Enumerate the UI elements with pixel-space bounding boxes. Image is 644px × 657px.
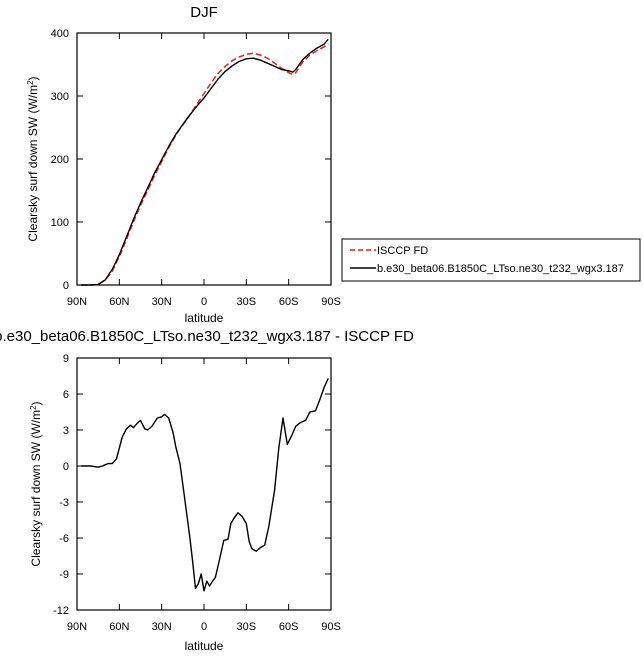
top-y-tick-label: 100 xyxy=(51,217,69,229)
bottom-x-tick-label: 90N xyxy=(67,621,87,633)
top-y-tick-label: 300 xyxy=(51,91,69,103)
legend-label-isccp: ISCCP FD xyxy=(377,245,428,257)
top-chart-frame xyxy=(76,32,332,286)
top-chart-series xyxy=(81,38,329,286)
bottom-y-tick-label: -12 xyxy=(53,605,69,617)
top-chart-y-axis: 0 100 200 300 400 xyxy=(51,28,331,292)
bottom-chart-y-axis-label: Clearsky surf down SW (W/m2) xyxy=(29,401,44,566)
top-y-tick-label: 400 xyxy=(51,28,69,40)
bottom-x-tick-label: 60N xyxy=(109,621,129,633)
bottom-chart-x-axis: 90N 60N 30N 0 30S 60S 90S xyxy=(67,358,341,633)
top-x-tick-label: 60N xyxy=(109,296,129,308)
top-chart-x-axis: 90N 60N 30N 0 30S 60S 90S xyxy=(67,33,341,308)
bottom-chart-x-axis-label: latitude xyxy=(185,639,224,653)
bottom-y-tick-label: 9 xyxy=(63,353,69,365)
top-x-tick-label: 90N xyxy=(67,296,87,308)
bottom-series-line-0 xyxy=(81,378,329,592)
bottom-y-tick-label: -6 xyxy=(59,533,69,545)
bottom-y-tick-label: -9 xyxy=(59,569,69,581)
top-y-tick-label: 0 xyxy=(63,280,69,292)
top-x-tick-label: 60S xyxy=(279,296,299,308)
bottom-chart-y-axis: -12 -9 -6 -3 0 3 6 9 xyxy=(53,353,331,617)
bottom-chart-series xyxy=(81,378,329,592)
bottom-x-tick-label: 60S xyxy=(279,621,299,633)
top-x-tick-label: 90S xyxy=(321,296,341,308)
legend-box xyxy=(341,238,641,282)
top-chart-y-axis-label: Clearsky surf down SW (W/m2) xyxy=(26,76,41,241)
bottom-x-tick-label: 0 xyxy=(201,621,207,633)
top-x-tick-label: 30N xyxy=(152,296,172,308)
top-series-line-0 xyxy=(81,43,329,286)
top-chart-title: DJF xyxy=(190,4,218,21)
bottom-y-tick-label: 3 xyxy=(63,425,69,437)
bottom-x-tick-label: 30N xyxy=(152,621,172,633)
bottom-y-tick-label: -3 xyxy=(59,497,69,509)
bottom-x-tick-label: 90S xyxy=(321,621,341,633)
top-x-tick-label: 0 xyxy=(201,296,207,308)
top-chart: DJF 0 100 200 300 400 90N 60N 30N 0 30S 60S 90S la… xyxy=(26,4,641,325)
bottom-chart-frame xyxy=(76,357,332,611)
bottom-chart-title: b.e30_beta06.B1850C_LTso.ne30_t232_wgx3.… xyxy=(0,328,414,345)
bottom-y-tick-label: 0 xyxy=(63,461,69,473)
legend-label-model: b.e30_beta06.B1850C_LTso.ne30_t232_wgx3.… xyxy=(377,263,624,275)
bottom-x-tick-label: 30S xyxy=(237,621,257,633)
top-chart-x-axis-label: latitude xyxy=(185,311,224,325)
bottom-chart: b.e30_beta06.B1850C_LTso.ne30_t232_wgx3.… xyxy=(0,328,414,653)
top-x-tick-label: 30S xyxy=(237,296,257,308)
top-y-tick-label: 200 xyxy=(51,154,69,166)
bottom-y-tick-label: 6 xyxy=(63,389,69,401)
top-chart-legend: ISCCP FD b.e30_beta06.B1850C_LTso.ne30_t… xyxy=(341,238,641,282)
top-series-line-1 xyxy=(81,38,329,286)
